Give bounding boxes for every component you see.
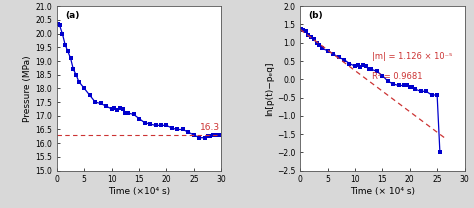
Text: (a): (a)	[65, 11, 80, 20]
X-axis label: Time (×10⁴ s): Time (×10⁴ s)	[108, 187, 170, 196]
Text: 16.3: 16.3	[200, 123, 220, 132]
X-axis label: Time (× 10⁴ s): Time (× 10⁴ s)	[350, 187, 415, 196]
Text: (b): (b)	[309, 11, 323, 20]
Y-axis label: Pressure (MPa): Pressure (MPa)	[23, 55, 32, 122]
Text: R² = 0.9681: R² = 0.9681	[373, 72, 423, 81]
Text: |m| = 1.126 × 10⁻⁵: |m| = 1.126 × 10⁻⁵	[373, 52, 453, 61]
Y-axis label: ln[p(t)−pₑq]: ln[p(t)−pₑq]	[265, 61, 274, 116]
